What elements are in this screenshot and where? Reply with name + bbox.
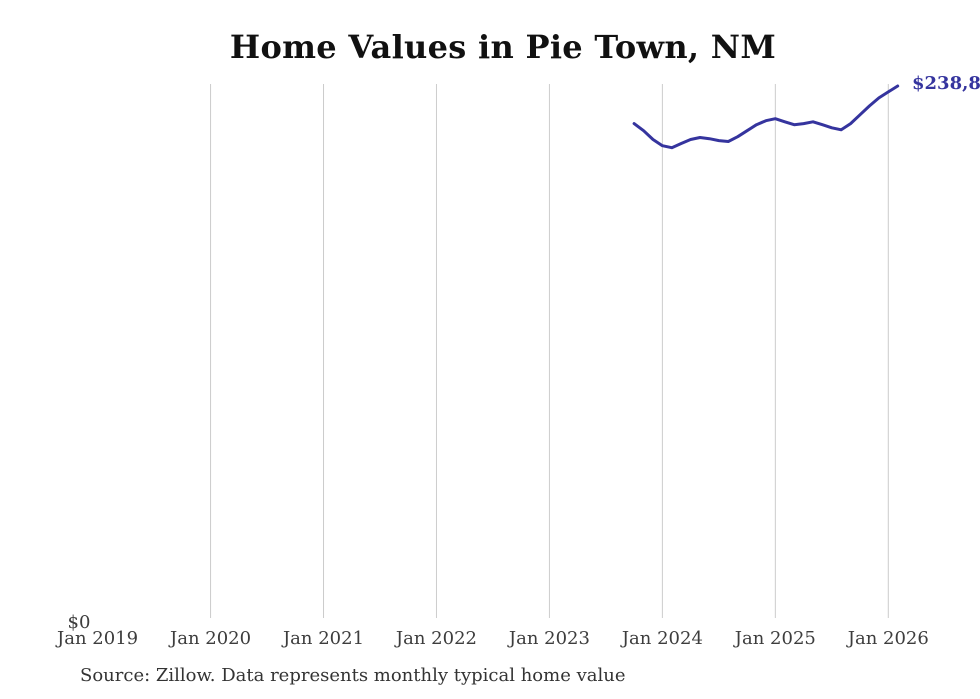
x-tick-label: Jan 2023	[507, 628, 590, 649]
y-tick-label-zero: $0	[68, 612, 91, 633]
latest-value-label: $238,87	[912, 73, 980, 94]
x-tick-label: Jan 2021	[281, 628, 364, 649]
source-note: Source: Zillow. Data represents monthly …	[80, 665, 626, 686]
x-tick-label: Jan 2024	[620, 628, 703, 649]
x-tick-label: Jan 2019	[55, 628, 138, 649]
x-tick-label: Jan 2025	[733, 628, 816, 649]
x-tick-label: Jan 2020	[168, 628, 251, 649]
x-tick-label: Jan 2022	[394, 628, 477, 649]
home-value-line	[632, 84, 900, 150]
chart-title: Home Values in Pie Town, NM	[229, 28, 777, 66]
x-tick-label: Jan 2026	[846, 628, 929, 649]
